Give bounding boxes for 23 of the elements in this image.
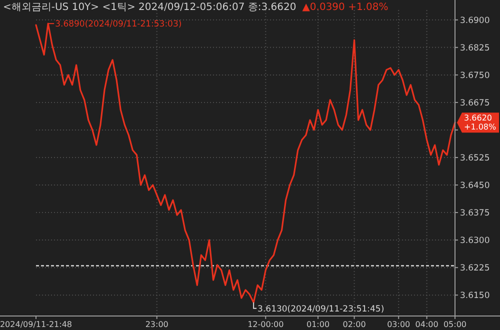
- x-tick-label: 05:00: [443, 320, 467, 329]
- annotation: 3.6890(2024/09/11-21:53:03): [55, 20, 182, 30]
- x-tick-label: 04:00: [415, 320, 438, 329]
- x-tick-label: 03:00: [387, 320, 410, 329]
- y-tick-label: 3.6900: [460, 16, 490, 26]
- y-tick-label: 3.6675: [460, 98, 490, 108]
- y-tick-label: 3.6825: [460, 43, 490, 54]
- y-tick-label: 3.6375: [460, 208, 490, 219]
- chart-subtitle: ▲0.0390 +1.08%: [302, 2, 388, 13]
- chart-title: <해외금리-US 10Y> <1틱> 2024/09/12-05:06:07 종:3.6620: [3, 2, 296, 13]
- annotation: 3.6130(2024/09/11-23:51:45): [258, 304, 384, 314]
- y-tick-label: 3.6225: [460, 264, 490, 274]
- y-tick-label: 3.6525: [460, 153, 490, 164]
- text: 3.6620 +1.08%: [464, 114, 497, 132]
- x-tick-label: 23:00: [145, 320, 168, 329]
- y-tick-label: 3.6300: [460, 236, 490, 246]
- x-tick-label: 12-00:00: [248, 320, 284, 329]
- y-tick-label: 3.6750: [460, 70, 490, 81]
- x-tick-label: 02:00: [342, 320, 366, 329]
- x-tick-label: 01:00: [306, 320, 330, 329]
- x-tick-label: 2024/09/11-21:48: [0, 320, 72, 329]
- y-tick-label: 3.6150: [460, 291, 490, 302]
- y-tick-label: 3.6450: [460, 181, 490, 192]
